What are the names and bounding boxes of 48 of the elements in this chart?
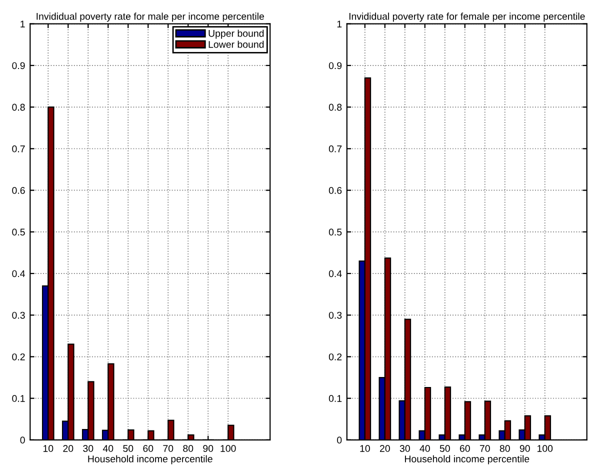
x-tick-label: 90 (203, 445, 214, 452)
y-tick-label: 0.3 (12, 312, 25, 319)
x-axis-title: Household income percentile (405, 455, 530, 464)
x-tick-label: 10 (360, 445, 370, 452)
y-tick-label: 1 (20, 20, 25, 28)
y-tick-label: 0.8 (12, 104, 25, 111)
x-tick-label: 30 (400, 445, 410, 452)
chart-title: Invididual poverty rate for male per income percentile (36, 12, 264, 22)
x-tick-label: 50 (123, 445, 134, 452)
y-tick-label: 0.1 (328, 395, 342, 402)
x-tick-label: 40 (102, 445, 114, 452)
y-tick-label: 0.8 (328, 104, 342, 111)
y-tick-label: 0.1 (12, 395, 25, 402)
x-tick-label: 40 (420, 445, 430, 452)
y-tick-label: 0 (20, 436, 25, 444)
x-tick-label: 80 (500, 445, 510, 452)
y-tick-label: 0.2 (12, 353, 25, 360)
legend-label: Lower bound (208, 40, 264, 48)
x-tick-label: 30 (83, 445, 94, 452)
y-tick-label: 0.5 (12, 228, 25, 236)
y-tick-label: 0.7 (12, 145, 25, 152)
y-tick-label: 0.6 (12, 187, 25, 194)
y-tick-label: 0.6 (328, 187, 342, 194)
x-axis-title: Household income percentile (88, 455, 212, 464)
x-tick-label: 20 (63, 445, 74, 452)
y-tick-label: 0.4 (328, 270, 342, 278)
y-tick-label: 0.9 (12, 62, 25, 70)
x-tick-label: 60 (460, 445, 470, 452)
x-tick-label: 90 (520, 445, 530, 452)
y-tick-label: 0.5 (328, 228, 342, 236)
y-tick-label: 0.7 (328, 145, 342, 152)
y-tick-label: 0.4 (12, 270, 25, 278)
x-tick-label: 60 (143, 445, 154, 452)
x-tick-label: 50 (440, 445, 450, 452)
x-tick-label: 70 (480, 445, 490, 452)
y-tick-label: 0 (337, 436, 342, 444)
x-tick-label: 10 (43, 445, 54, 452)
y-tick-label: 1 (337, 20, 342, 28)
legend-label: Upper bound (208, 30, 264, 39)
chart-title: Invididual poverty rate for female per income percentile (349, 12, 585, 22)
x-tick-label: 100 (538, 445, 553, 452)
x-tick-label: 20 (380, 445, 390, 452)
y-tick-label: 0.9 (328, 62, 342, 70)
y-tick-label: 0.3 (328, 312, 342, 319)
x-tick-label: 80 (183, 445, 194, 452)
y-tick-label: 0.2 (328, 353, 342, 360)
x-tick-label: 70 (163, 445, 174, 452)
x-tick-label: 100 (220, 445, 236, 452)
